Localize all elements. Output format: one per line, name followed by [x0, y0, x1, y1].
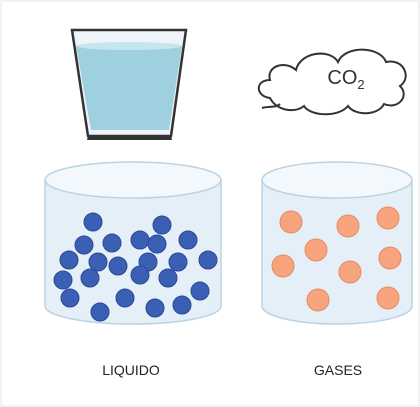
- gas-label: GASES: [314, 362, 362, 378]
- liquid-container: [45, 162, 221, 324]
- gas-container: [262, 162, 412, 324]
- glass: [72, 30, 186, 140]
- formula-text: CO: [327, 67, 357, 89]
- liquid-label: LIQUIDO: [102, 362, 160, 378]
- formula-subscript: 2: [357, 77, 364, 92]
- diagram: CO2 LIQUIDO GASES: [0, 0, 420, 407]
